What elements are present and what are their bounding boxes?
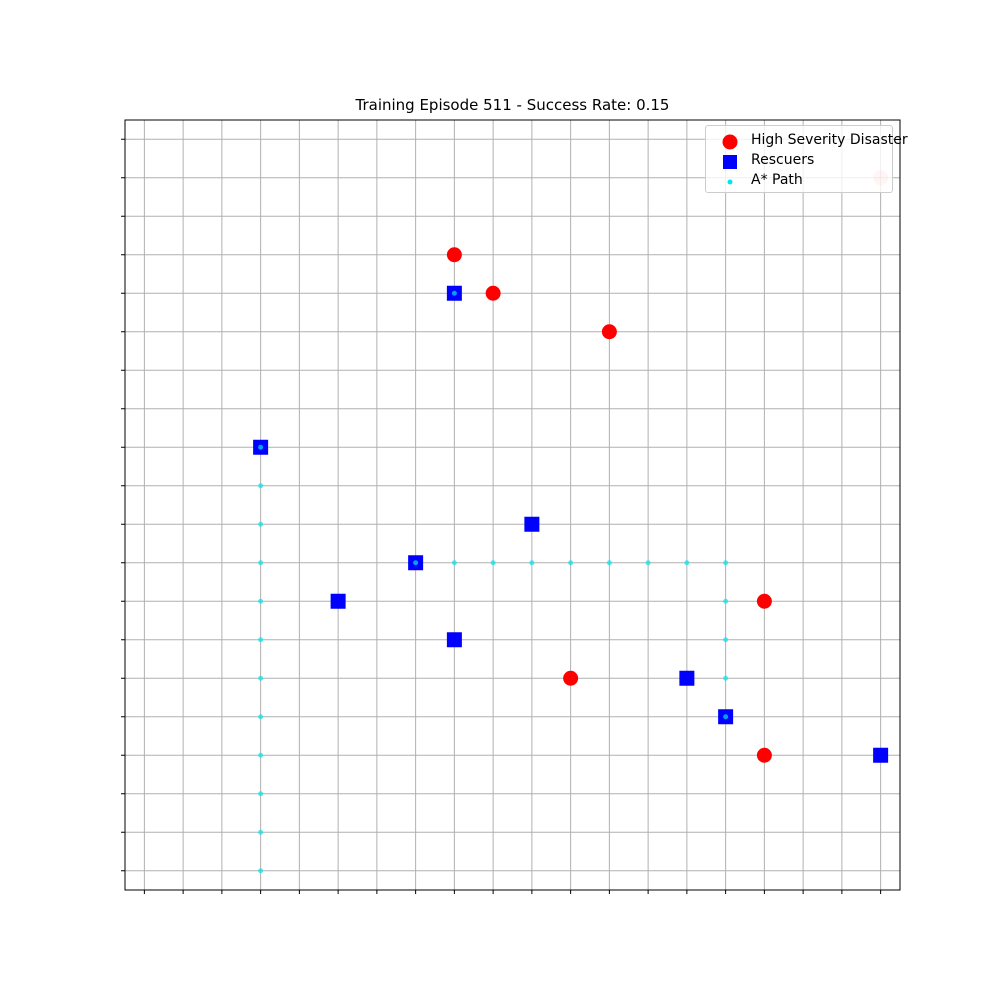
path-point: [684, 560, 690, 566]
path-point: [645, 560, 651, 566]
path-point: [258, 560, 264, 566]
disaster-point: [446, 247, 462, 263]
path-point: [258, 521, 264, 527]
legend-label: High Severity Disaster: [751, 132, 908, 148]
path-point: [723, 714, 729, 720]
data-points: [253, 170, 889, 874]
rescuer-point: [330, 593, 346, 609]
path-point: [258, 791, 264, 797]
path-point: [529, 560, 535, 566]
legend: High Severity Disaster Rescuers A* Path: [705, 125, 908, 193]
blue-square-marker: [723, 155, 737, 169]
path-point: [568, 560, 574, 566]
path-point: [490, 560, 496, 566]
rescuer-point: [873, 747, 889, 763]
legend-item-path: A* Path: [706, 170, 892, 190]
axis-ticks: [121, 138, 882, 894]
path-point: [723, 675, 729, 681]
grid-lines: [125, 120, 900, 890]
path-point: [258, 752, 264, 758]
disaster-point: [756, 593, 772, 609]
path-point: [451, 560, 457, 566]
disaster-point: [563, 670, 579, 686]
path-point: [723, 637, 729, 643]
disaster-point: [756, 747, 772, 763]
legend-label: A* Path: [751, 172, 803, 188]
chart-title: Training Episode 511 - Success Rate: 0.1…: [355, 96, 670, 114]
path-point: [258, 483, 264, 489]
path-point: [723, 560, 729, 566]
rescuer-point: [524, 516, 540, 532]
legend-item-rescuers: Rescuers: [706, 150, 892, 170]
rescuer-point: [446, 632, 462, 648]
cyan-dot-marker: [727, 179, 733, 185]
path-point: [413, 560, 419, 566]
path-point: [258, 598, 264, 604]
path-point: [258, 444, 264, 450]
path-point: [723, 598, 729, 604]
path-point: [258, 868, 264, 874]
path-point: [258, 675, 264, 681]
path-point: [258, 714, 264, 720]
legend-label: Rescuers: [751, 152, 815, 168]
disaster-point: [601, 324, 617, 340]
red-circle-marker: [722, 134, 738, 150]
path-point: [258, 637, 264, 643]
path-point: [258, 829, 264, 835]
path-point: [606, 560, 612, 566]
legend-item-disaster: High Severity Disaster: [706, 130, 908, 150]
axes-frame: [124, 119, 901, 891]
path-point: [451, 290, 457, 296]
disaster-point: [485, 285, 501, 301]
rescuer-point: [679, 670, 695, 686]
